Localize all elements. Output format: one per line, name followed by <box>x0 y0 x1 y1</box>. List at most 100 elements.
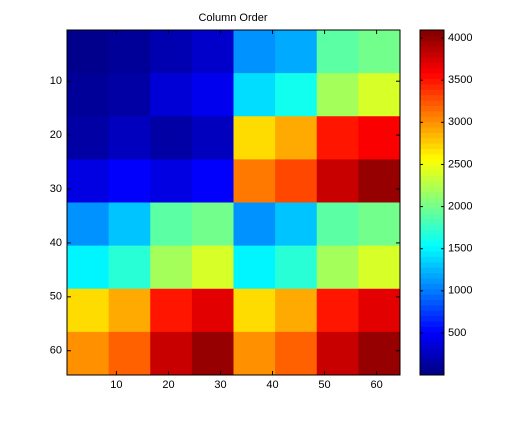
heat-cell <box>150 30 193 74</box>
colorbar-step <box>420 224 444 230</box>
colorbar-tick-label: 2000 <box>448 200 472 212</box>
colorbar-step <box>420 321 444 327</box>
heat-cell <box>275 116 318 160</box>
colorbar-step <box>420 202 444 209</box>
heat-cell <box>233 331 276 376</box>
colorbar-step <box>420 83 444 90</box>
colorbar-step <box>420 272 444 279</box>
heat-cell <box>108 288 151 333</box>
heat-cell <box>108 116 151 160</box>
heat-cell <box>358 159 401 203</box>
colorbar-step <box>420 261 444 268</box>
colorbar-tick-label: 3000 <box>448 116 472 128</box>
heat-cell <box>67 202 110 247</box>
heat-cell <box>67 245 110 290</box>
heat-cell <box>316 331 359 376</box>
colorbar-step <box>420 337 444 344</box>
colorbar-tick-label: 2500 <box>448 158 472 170</box>
colorbar-step <box>420 213 444 220</box>
heat-cell <box>358 202 401 247</box>
colorbar-step <box>420 315 444 322</box>
heat-cell <box>150 331 193 376</box>
colorbar-step <box>420 229 444 236</box>
colorbar-step <box>420 51 444 58</box>
heat-cell <box>108 73 151 117</box>
colorbar-step <box>420 186 444 193</box>
colorbar-step <box>420 40 444 47</box>
colorbar-step <box>420 304 444 311</box>
colorbar-step <box>420 116 444 123</box>
colorbar-step <box>420 218 444 225</box>
heat-cell <box>150 116 193 160</box>
heat-cell <box>108 30 151 74</box>
heat-cell <box>233 245 276 290</box>
heat-cell <box>191 116 234 160</box>
colorbar-step <box>420 299 444 306</box>
y-tick-label: 40 <box>50 237 62 249</box>
chart-title: Column Order <box>198 12 267 24</box>
heat-cell <box>358 73 401 117</box>
colorbar-step <box>420 251 444 257</box>
colorbar-step <box>420 234 444 241</box>
colorbar-step <box>420 369 444 376</box>
heat-cell <box>233 30 276 74</box>
colorbar-step <box>420 283 444 290</box>
heat-cell <box>233 288 276 333</box>
heat-cell <box>316 159 359 203</box>
colorbar-step <box>420 67 444 74</box>
y-tick-label: 50 <box>50 291 62 303</box>
colorbar-step <box>420 358 444 365</box>
colorbar-step <box>420 143 444 150</box>
heat-cell <box>150 159 193 203</box>
heat-cell <box>67 30 110 74</box>
colorbar-step <box>420 159 444 166</box>
heat-cell <box>67 288 110 333</box>
colorbar-step <box>420 100 444 106</box>
colorbar-step <box>420 310 444 317</box>
heat-cell <box>275 30 318 74</box>
y-tick-label: 20 <box>50 129 62 141</box>
colorbar-step <box>420 105 444 112</box>
colorbar-step <box>420 148 444 155</box>
colorbar-step <box>420 110 444 117</box>
x-tick-label: 60 <box>370 379 382 391</box>
colorbar-step <box>420 46 444 53</box>
colorbar-step <box>420 164 444 171</box>
colorbar-step <box>420 180 444 187</box>
heat-cell <box>150 73 193 117</box>
heat-cell <box>191 73 234 117</box>
heat-cell <box>191 202 234 247</box>
colorbar-step <box>420 288 444 295</box>
colorbar-step <box>420 153 444 160</box>
colorbar-step <box>420 245 444 252</box>
heat-cell <box>191 288 234 333</box>
colorbar-step <box>420 175 444 182</box>
heat-cell <box>150 202 193 247</box>
colorbar-step <box>420 277 444 284</box>
heat-cell <box>316 202 359 247</box>
y-tick-label: 60 <box>50 345 62 357</box>
x-tick-label: 20 <box>162 379 174 391</box>
heat-cell <box>316 116 359 160</box>
heat-cell <box>358 30 401 74</box>
heat-cell <box>275 288 318 333</box>
heat-cell <box>108 202 151 247</box>
colorbar-step <box>420 197 444 203</box>
heat-cell <box>275 159 318 203</box>
heat-cell <box>233 159 276 203</box>
heat-cell <box>316 288 359 333</box>
y-tick-label: 30 <box>50 183 62 195</box>
colorbar-step <box>420 137 444 144</box>
colorbar-frame <box>419 29 445 376</box>
colorbar-step <box>420 62 444 69</box>
colorbar-step <box>420 127 444 133</box>
heat-cell <box>233 73 276 117</box>
heat-cell <box>191 245 234 290</box>
colorbar-step <box>420 326 444 333</box>
heat-cell <box>108 245 151 290</box>
heat-cell <box>150 245 193 290</box>
x-tick-label: 50 <box>318 379 330 391</box>
heat-cell <box>67 159 110 203</box>
x-tick-label: 30 <box>214 379 226 391</box>
